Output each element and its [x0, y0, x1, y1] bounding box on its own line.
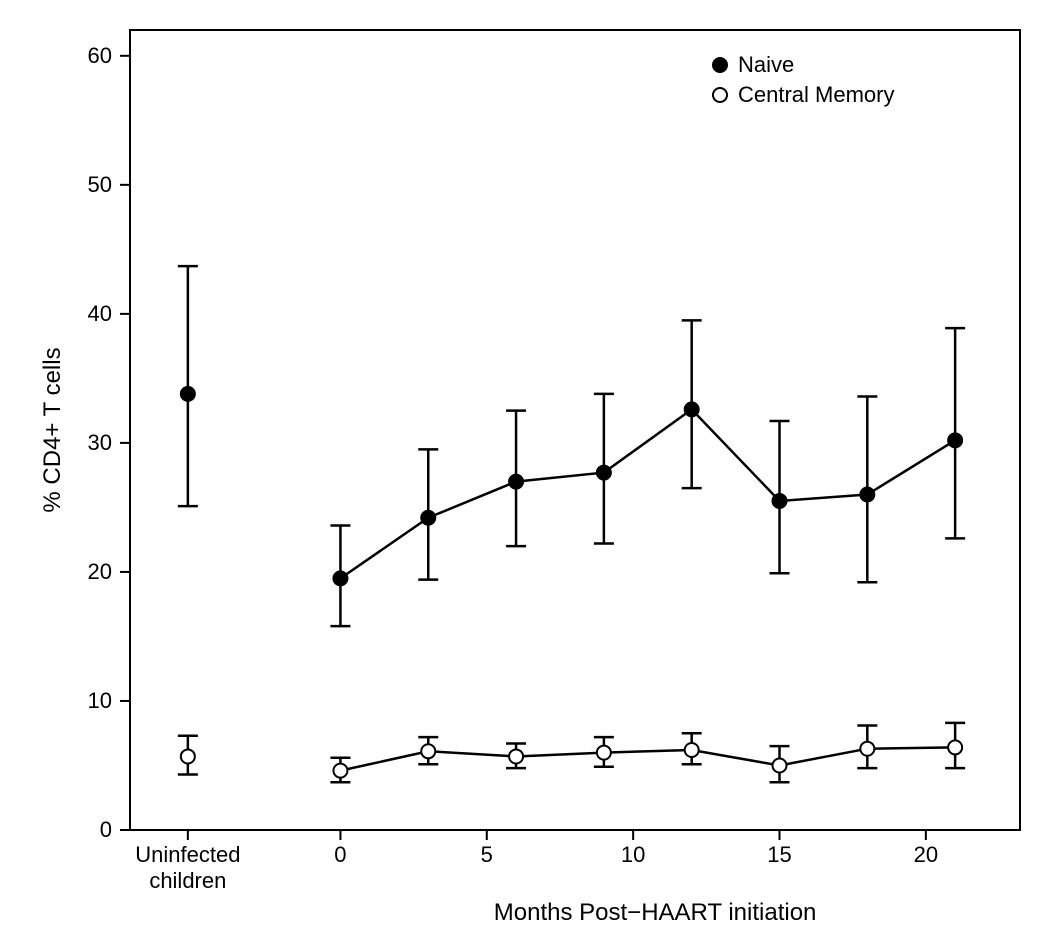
data-point	[773, 758, 787, 772]
data-point	[421, 744, 435, 758]
x-tick-label: 15	[767, 842, 791, 867]
x-axis-label: Months Post−HAART initiation	[494, 899, 817, 926]
data-point	[860, 488, 874, 502]
x-tick-label: 10	[621, 842, 645, 867]
x-tick-label: 0	[334, 842, 346, 867]
data-point	[597, 746, 611, 760]
y-axis-label: % CD4+ T cells	[39, 347, 66, 512]
legend-marker	[713, 88, 727, 102]
x-tick-label: 20	[914, 842, 938, 867]
chart-svg: 0102030405060% CD4+ T cellsUninfectedchi…	[0, 0, 1050, 951]
data-point	[509, 749, 523, 763]
data-point	[685, 743, 699, 757]
data-point	[860, 742, 874, 756]
data-point	[181, 387, 195, 401]
data-point	[685, 402, 699, 416]
y-tick-label: 20	[88, 559, 112, 584]
y-tick-label: 60	[88, 43, 112, 68]
chart-container: 0102030405060% CD4+ T cellsUninfectedchi…	[0, 0, 1050, 951]
legend-label: Naive	[738, 52, 794, 77]
data-point	[948, 433, 962, 447]
x-tick-label: 5	[481, 842, 493, 867]
data-point	[948, 740, 962, 754]
x-tick-label-categorical: Uninfected	[135, 842, 240, 867]
data-point	[333, 764, 347, 778]
y-tick-label: 10	[88, 688, 112, 713]
x-tick-label-categorical: children	[149, 868, 226, 893]
y-tick-label: 40	[88, 301, 112, 326]
y-tick-label: 30	[88, 430, 112, 455]
legend-label: Central Memory	[738, 82, 894, 107]
y-tick-label: 0	[100, 817, 112, 842]
y-tick-label: 50	[88, 172, 112, 197]
chart-background	[0, 0, 1050, 951]
data-point	[181, 749, 195, 763]
legend-marker	[713, 58, 727, 72]
data-point	[597, 466, 611, 480]
data-point	[773, 494, 787, 508]
data-point	[421, 511, 435, 525]
data-point	[509, 475, 523, 489]
data-point	[333, 571, 347, 585]
